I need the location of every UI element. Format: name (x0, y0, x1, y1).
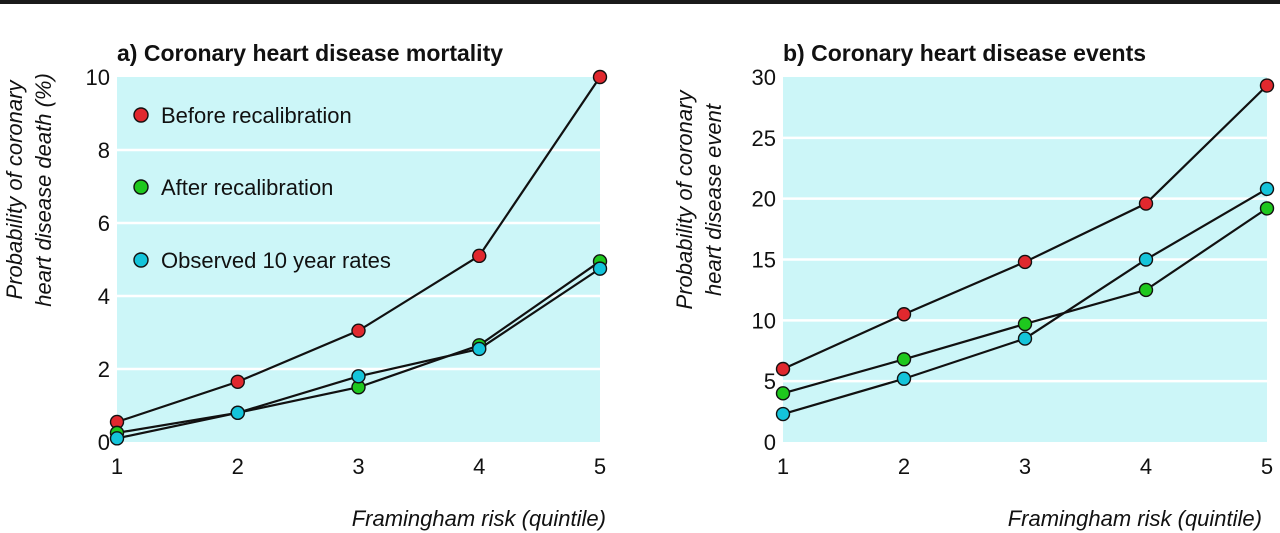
panel-b-y-tick-20: 20 (752, 187, 776, 212)
panel-b-y-tick-10: 10 (752, 308, 776, 333)
panel-a-y-ticks: 0 2 4 6 8 10 (86, 65, 110, 455)
panel-a-x-ticks: 1 2 3 4 5 (111, 454, 606, 479)
panel-b-y-axis-label-line-2: heart disease event (701, 103, 726, 296)
panel-b-title: b) Coronary heart disease events (783, 40, 1146, 66)
panel-a-point-observed-3 (351, 369, 366, 384)
panel-b-point-after-4 (1138, 282, 1154, 298)
panel-b-x-axis-label: Framingham risk (quintile) (1008, 506, 1262, 531)
panel-a-x-tick-4: 4 (473, 454, 485, 479)
panel-b-x-tick-3: 3 (1019, 454, 1031, 479)
panel-b: b) Coronary heart disease events 0510152… (672, 40, 1275, 531)
panel-b-point-observed-4 (1138, 252, 1154, 267)
legend-marker-before (133, 107, 149, 123)
panel-a-point-observed-4 (472, 341, 487, 357)
panel-a-y-tick-6: 6 (98, 211, 110, 236)
panel-b-x-ticks: 1 2 3 4 5 (777, 454, 1273, 479)
panel-b-point-observed-5 (1259, 181, 1275, 197)
panel-b-point-after-2 (896, 352, 912, 367)
panel-b-y-tick-15: 15 (752, 248, 776, 273)
panel-b-x-tick-4: 4 (1140, 454, 1152, 479)
legend-marker-observed (133, 252, 149, 268)
panel-b-y-ticks: 0 5 10 15 20 25 30 (752, 65, 776, 455)
panel-b-point-after-5 (1259, 201, 1275, 216)
panel-a-title: a) Coronary heart disease mortality (117, 40, 503, 66)
panel-b-point-observed-2 (896, 371, 912, 386)
panel-a-y-tick-4: 4 (98, 284, 110, 309)
panel-a-point-observed-5 (592, 261, 608, 276)
panel-a-point-before-5 (592, 69, 608, 85)
panel-b-point-observed-3 (1017, 331, 1033, 346)
panel-b-y-axis-label-line-1: Probability of coronary (672, 89, 697, 310)
panel-a-y-tick-0: 0 (98, 430, 110, 455)
panel-b-x-tick-2: 2 (898, 454, 910, 479)
panel-a-gridlines (117, 148, 600, 371)
panel-a-y-axis-label-line-2: heart disease death (%) (31, 73, 56, 307)
legend-label-after: After recalibration (161, 175, 333, 200)
legend-label-observed: Observed 10 year rates (161, 248, 391, 273)
panel-b-x-tick-5: 5 (1261, 454, 1273, 479)
panel-b-point-before-4 (1138, 196, 1154, 211)
panel-b-point-observed-1 (775, 406, 791, 422)
panel-a-x-tick-1: 1 (111, 454, 123, 479)
panel-a-y-axis-label-line-1: Probability of coronary (2, 79, 27, 300)
panel-a-point-before-2 (230, 374, 245, 389)
legend-marker-after (133, 179, 149, 195)
panel-a-y-tick-8: 8 (98, 138, 110, 163)
panel-b-x-tick-1: 1 (777, 454, 789, 479)
panel-a-point-before-3 (351, 323, 366, 338)
panel-b-series (775, 78, 1275, 422)
top-rule (0, 0, 1280, 4)
panel-a-point-before-4 (472, 248, 487, 264)
panel-a-series (109, 69, 608, 446)
panel-b-point-before-3 (1017, 254, 1033, 270)
panel-b-y-tick-25: 25 (752, 126, 776, 151)
panel-a: a) Coronary heart disease mortality 0 2 4 6… (2, 40, 608, 531)
panel-b-point-after-1 (775, 386, 791, 401)
legend-label-before: Before recalibration (161, 103, 352, 128)
panel-a-point-observed-2 (230, 405, 245, 420)
panel-a-x-axis-label: Framingham risk (quintile) (352, 506, 606, 531)
panel-b-y-tick-30: 30 (752, 65, 776, 90)
panel-b-point-before-1 (775, 361, 791, 377)
panel-a-y-tick-10: 10 (86, 65, 110, 90)
panel-b-y-tick-5: 5 (764, 369, 776, 394)
legend: Before recalibration After recalibration… (133, 103, 391, 273)
panel-a-point-observed-1 (109, 431, 125, 446)
panel-a-x-tick-3: 3 (352, 454, 364, 479)
panel-b-point-before-2 (896, 307, 912, 322)
panel-a-x-tick-5: 5 (594, 454, 606, 479)
panel-b-point-before-5 (1259, 78, 1275, 93)
panel-a-x-tick-2: 2 (232, 454, 244, 479)
panel-a-y-tick-2: 2 (98, 357, 110, 382)
panel-b-y-tick-0: 0 (764, 430, 776, 455)
panel-b-point-after-3 (1017, 316, 1033, 332)
